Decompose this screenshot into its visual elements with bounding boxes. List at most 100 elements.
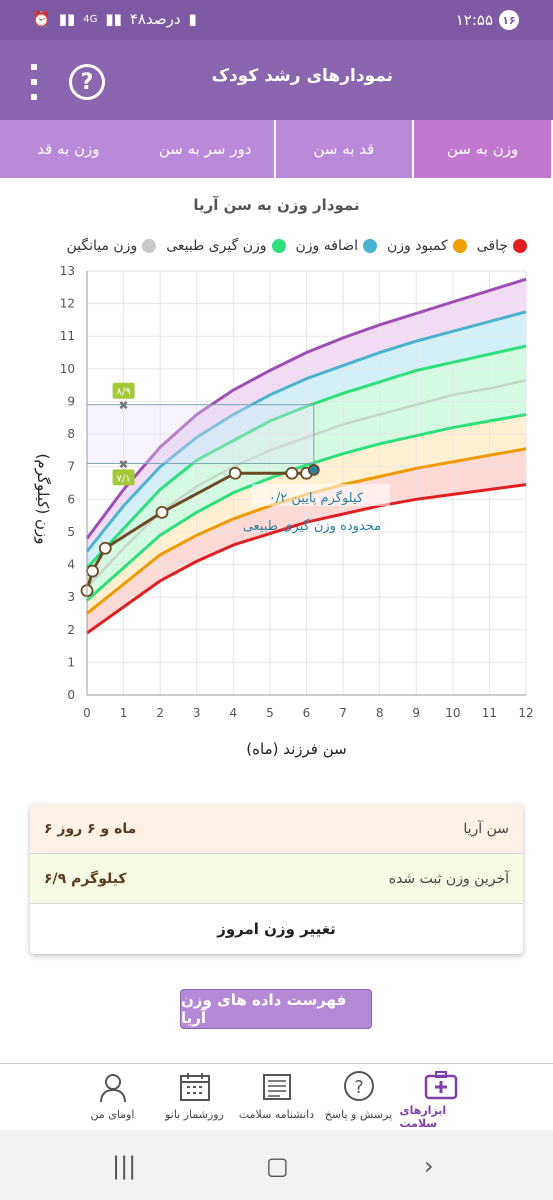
legend-item: کمبود وزن [387,238,467,254]
network-type: 4G [83,13,98,25]
annotation-range: محدوده وزن گیری طبیعی [243,518,381,534]
axes [86,271,526,696]
page-title: نمودارهای رشد کودک [211,66,393,86]
status-right: ۱۲:۵۵ ۱۶ [456,10,519,30]
y-tick-label: 10 [60,362,75,376]
age-row: ۶ ماه و ۶ روز سن آریا [30,804,523,854]
alarm-icon: ⏰ [32,10,51,28]
annotations: ۰/۲ کیلوگرم پایین محدوده وزن گیری طبیعی [243,484,390,534]
svg-text:?: ? [354,1077,364,1098]
range-marker: ✖ [119,457,129,471]
x-tick-label: 7 [339,706,347,720]
chart-title: نمودار وزن به سن آریا [193,196,360,214]
reference-line-green_low [86,413,527,602]
nav-qa[interactable]: ? پرسش و پاسخ [318,1064,400,1129]
nav-label: روزشمار بانو [165,1108,224,1121]
legend-label: اضافه وزن [295,238,359,254]
annotation-bg [252,484,390,506]
bottom-nav: ابزارهای سلامت ? پرسش و پاسخ دانشنامه سل… [0,1063,553,1130]
tab-weight-for-age[interactable]: وزن به سن [414,120,553,178]
range-label: ۸/۹ [117,387,131,398]
x-tick-label: 12 [518,706,533,720]
legend-swatch [513,239,527,253]
range-label-bg [112,382,135,399]
info-card: ۶ ماه و ۶ روز سن آریا ۶/۹ کیلوگرم آخرین … [30,804,523,954]
child-series [80,464,320,598]
tab-bar: وزن به سن قد به سن دور سر به سن وزن به ق… [0,120,553,178]
x-tick-label: 9 [412,706,420,720]
user-profile-icon [95,1070,131,1104]
reference-band [87,311,526,568]
child-weight-point [155,505,169,519]
nav-profile[interactable]: اومای من [72,1064,154,1129]
y-tick-label: 8 [67,427,75,441]
x-tick-label: 8 [376,706,384,720]
weight-list-button[interactable]: فهرست داده های وزن آریا [180,989,372,1029]
reference-line-green_high [85,344,527,569]
y-tick-label: 11 [60,329,75,343]
system-nav-bar: ||| ▢ › [0,1130,553,1200]
x-axis-title: سن فرزند (ماه) [246,740,346,758]
more-vertical-icon[interactable] [30,64,38,100]
normal-range-box [86,404,315,464]
y-tick-label: 9 [67,394,75,408]
legend-item: اضافه وزن [296,238,378,254]
nav-encyclopedia[interactable]: دانشنامه سلامت [236,1064,318,1129]
legend-label: وزن میانگین [66,238,138,254]
x-tick-label: 4 [230,706,238,720]
calendar-icon [177,1070,213,1104]
change-weight-button[interactable]: تغییر وزن امروز [217,920,336,938]
notification-badge: ۱۶ [499,10,519,30]
y-tick-label: 12 [60,297,75,311]
y-tick-label: 0 [67,688,75,702]
x-tick-label: 2 [156,706,164,720]
nav-label: ابزارهای سلامت [399,1104,447,1130]
back-icon[interactable]: › [424,1152,434,1180]
nav-label: پرسش و پاسخ [324,1108,393,1121]
range-marker: ✖ [119,399,129,413]
legend-label: چاقی [476,238,508,254]
nav-label: اومای من [90,1108,135,1121]
reference-band [87,346,526,588]
tab-head-for-age[interactable]: دور سر به سن [137,120,276,178]
age-value: ۶ ماه و ۶ روز [44,820,137,837]
reference-line-red [86,483,527,635]
reference-line-blue [85,310,527,553]
legend-swatch [452,239,467,253]
x-tick-label: 3 [193,706,201,720]
nav-label: دانشنامه سلامت [238,1108,315,1121]
growth-chart: ✖۸/۹✖۷/۱ 0 1 2 3 4 5 6 7 8 9 10 11 12012345678910111… [34,264,534,758]
legend-item: وزن میانگین [66,238,157,254]
y-tick-label: 4 [67,558,75,572]
child-weight-point [228,466,242,480]
tab-weight-for-height[interactable]: وزن به قد [37,140,100,158]
nav-calendar[interactable]: روزشمار بانو [154,1064,236,1129]
child-weight-point [285,466,299,480]
x-tick-label: 5 [266,706,274,720]
battery-text: ۴۸درصد [129,10,181,28]
child-weight-point [98,541,112,555]
x-tick-label: 1 [120,706,128,720]
recent-apps-icon[interactable]: ||| [112,1152,137,1180]
legend-label: وزن گیری طبیعی [166,238,267,254]
clock: ۱۲:۵۵ [455,11,493,29]
status-left: ⏰ ▮▮ 4G ▮▮ ۴۸درصد ▮ [32,10,197,28]
tab-height-for-age[interactable]: قد به سن [276,120,415,178]
weight-row: ۶/۹ کیلوگرم آخرین وزن ثبت شده [30,854,523,904]
y-axis-title: وزن (کیلوگرم) [34,453,52,544]
status-bar: ۱۲:۵۵ ۱۶ ⏰ ▮▮ 4G ▮▮ ۴۸درصد ▮ [0,0,553,40]
nav-health-tools[interactable]: ابزارهای سلامت [399,1064,482,1130]
range-label: ۷/۱ [117,473,131,484]
age-label: سن آریا [463,820,509,837]
weight-label: آخرین وزن ثبت شده [388,870,509,887]
question-circle-icon[interactable]: ? [69,64,105,100]
legend-item: وزن گیری طبیعی [166,238,286,254]
reference-line-purple [85,277,527,540]
x-tick-label: 6 [303,706,311,720]
y-tick-label: 3 [67,590,75,604]
legend-item: چاقی [477,238,527,254]
y-tick-label: 1 [67,655,75,669]
home-icon[interactable]: ▢ [266,1152,289,1180]
x-tick-label: 0 [83,706,91,720]
range-label-bg [112,469,135,486]
